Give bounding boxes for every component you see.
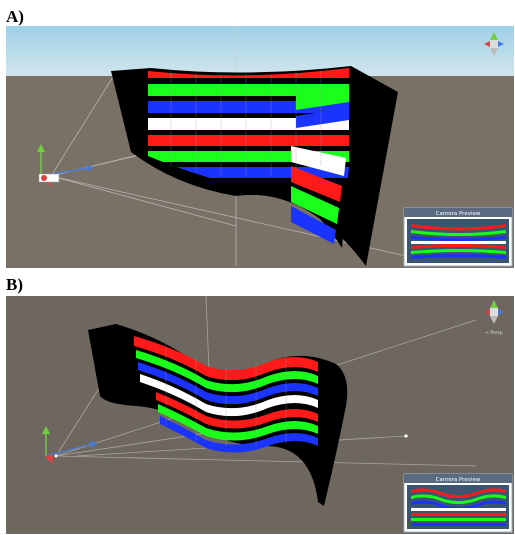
scene-view-b[interactable]: < Persp Camera Preview	[6, 296, 514, 534]
light-icon[interactable]	[404, 434, 408, 438]
camera-preview-b[interactable]: Camera Preview	[403, 473, 513, 533]
stripe-pattern-a-right	[291, 88, 349, 244]
camera-preview-a[interactable]: Camera Preview	[403, 207, 513, 267]
scene-canvas-b[interactable]: < Persp Camera Preview	[6, 296, 514, 534]
camera-preview-title-b: Camera Preview	[436, 477, 481, 483]
camera-icon[interactable]	[42, 426, 98, 465]
preview-stripes-b	[411, 488, 506, 526]
stripe-pattern-b	[134, 336, 318, 453]
gizmo-persp-label[interactable]: < Persp	[485, 330, 503, 336]
panel-a-label: A)	[6, 7, 24, 26]
mesh-wireframe-b	[165, 344, 287, 446]
scene-canvas-a[interactable]: Camera Preview	[6, 26, 514, 268]
scene-gizmo-icon[interactable]: < Persp	[484, 300, 504, 336]
mesh-wireframe-a	[170, 70, 322, 176]
camera-icon[interactable]	[37, 144, 94, 187]
preview-stripes-a	[411, 224, 506, 259]
panel-b-label: B)	[6, 275, 23, 294]
scene-gizmo-icon[interactable]	[484, 32, 504, 56]
camera-preview-title-a: Camera Preview	[436, 211, 481, 217]
scene-view-a[interactable]: Camera Preview	[6, 26, 514, 268]
